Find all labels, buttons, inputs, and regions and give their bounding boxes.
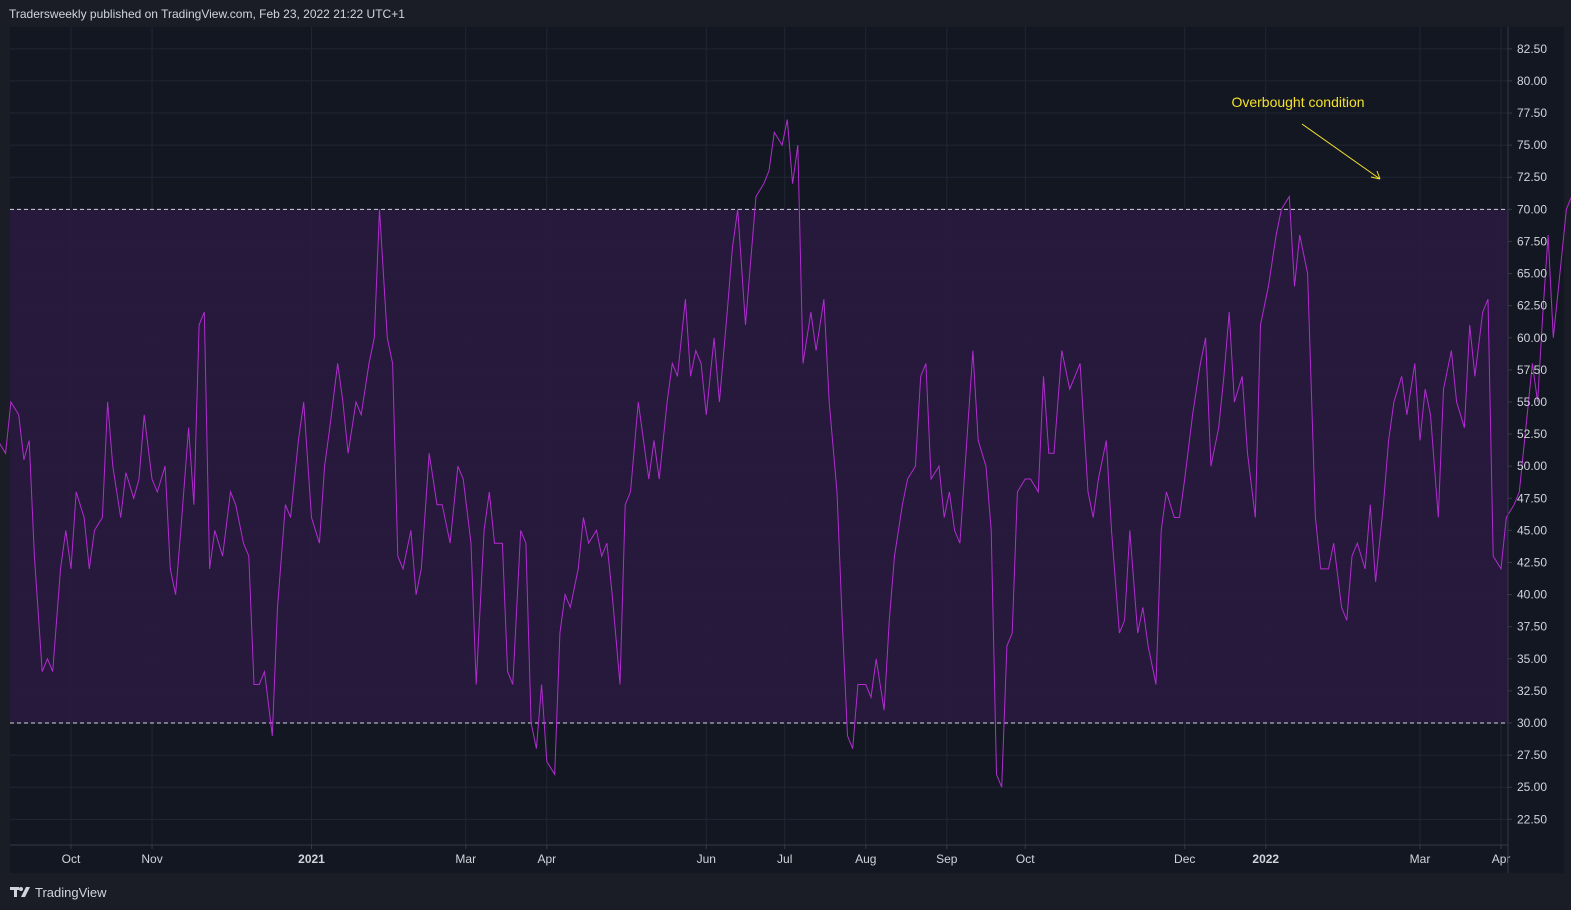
x-tick-label: Aug — [855, 852, 876, 866]
y-tick-label: 52.50 — [1517, 427, 1547, 441]
tradingview-logo-icon — [10, 887, 30, 897]
x-tick-label: Jul — [777, 852, 792, 866]
x-tick-label: 2022 — [1252, 852, 1279, 866]
y-tick-label: 80.00 — [1517, 74, 1547, 88]
x-tick-label: Mar — [455, 852, 476, 866]
x-axis-ticks: Oct Nov 2021 Mar Apr Jun Jul Aug Sep Oct Dec 2022 Ma… — [62, 845, 1511, 866]
x-tick-label: Sep — [936, 852, 958, 866]
y-tick-label: 45.00 — [1517, 523, 1547, 537]
y-tick-label: 55.00 — [1517, 395, 1547, 409]
x-tick-label: Apr — [1492, 852, 1511, 866]
annotation-arrowhead — [1370, 170, 1381, 180]
x-tick-label: Apr — [537, 852, 556, 866]
publish-info: Tradersweekly published on TradingView.c… — [9, 7, 405, 21]
y-tick-label: 37.50 — [1517, 620, 1547, 634]
brand-name: TradingView — [35, 884, 107, 900]
y-tick-label: 32.50 — [1517, 684, 1547, 698]
y-tick-label: 62.50 — [1517, 299, 1547, 313]
x-tick-label: Jun — [697, 852, 716, 866]
y-tick-label: 25.00 — [1517, 780, 1547, 794]
annotation-label: Overbought condition — [1231, 94, 1364, 110]
x-tick-label: 2021 — [298, 852, 325, 866]
y-tick-label: 47.50 — [1517, 491, 1547, 505]
y-tick-label: 77.50 — [1517, 106, 1547, 120]
rsi-chart[interactable]: 82.50 80.00 77.50 75.00 72.50 70.00 67.50 65.00… — [0, 26, 1571, 874]
y-tick-label: 57.50 — [1517, 363, 1547, 377]
y-tick-label: 70.00 — [1517, 202, 1547, 216]
y-tick-label: 60.00 — [1517, 331, 1547, 345]
y-tick-label: 35.00 — [1517, 652, 1547, 666]
chart-frame[interactable]: 82.50 80.00 77.50 75.00 72.50 70.00 67.50 65.00… — [0, 26, 1571, 874]
annotation-arrow — [1301, 123, 1381, 180]
rsi-band — [10, 209, 1508, 724]
y-axis-ticks: 82.50 80.00 77.50 75.00 72.50 70.00 67.50 65.00… — [1508, 42, 1547, 826]
x-tick-label: Mar — [1410, 852, 1431, 866]
y-tick-label: 42.50 — [1517, 555, 1547, 569]
time-axis-area[interactable] — [10, 845, 1508, 873]
y-tick-label: 50.00 — [1517, 459, 1547, 473]
tradingview-brand[interactable]: TradingView — [10, 885, 107, 900]
y-tick-label: 72.50 — [1517, 170, 1547, 184]
x-tick-label: Oct — [62, 852, 81, 866]
y-tick-label: 40.00 — [1517, 588, 1547, 602]
y-tick-label: 75.00 — [1517, 138, 1547, 152]
y-tick-label: 30.00 — [1517, 716, 1547, 730]
x-tick-label: Oct — [1016, 852, 1035, 866]
y-tick-label: 27.50 — [1517, 748, 1547, 762]
footer: TradingView — [0, 874, 1571, 910]
price-axis-area[interactable] — [1508, 27, 1564, 873]
x-tick-label: Dec — [1174, 852, 1195, 866]
x-tick-label: Nov — [141, 852, 162, 866]
rsi-line — [0, 119, 1571, 788]
y-tick-label: 65.00 — [1517, 267, 1547, 281]
y-tick-label: 67.50 — [1517, 234, 1547, 248]
y-tick-label: 22.50 — [1517, 812, 1547, 826]
y-tick-label: 82.50 — [1517, 42, 1547, 56]
